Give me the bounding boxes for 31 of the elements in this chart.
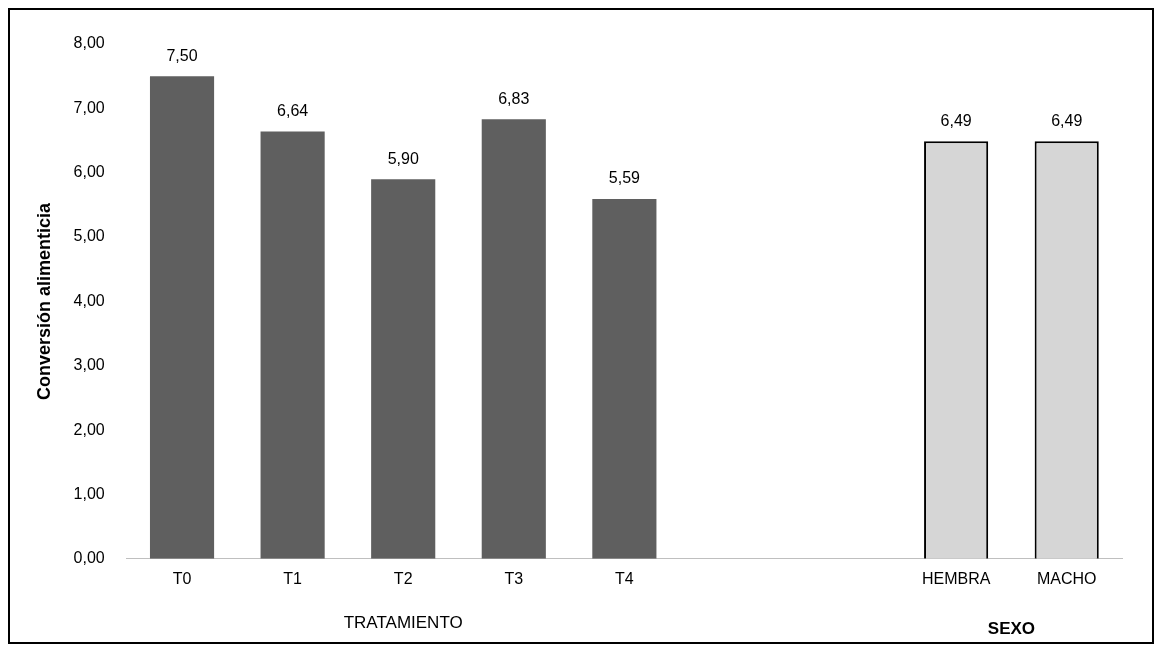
y-tick-label: 1,00 [73,484,105,502]
data-label: 5,59 [608,169,641,187]
data-label: 6,49 [940,111,972,129]
data-label: 5,90 [387,149,419,167]
data-label: 6,83 [498,89,530,107]
text: SEXO [987,618,1036,638]
data-label: 6,49 [1051,111,1083,129]
x-tick-label: T2 [393,569,413,587]
bar [371,179,436,559]
data-label: 7,50 [166,46,198,64]
data-label: 6,64 [277,101,309,119]
y-tick-label: 4,00 [73,291,105,309]
bar [481,119,546,559]
y-tick-label: 5,00 [73,227,105,245]
x-tick-label: T1 [283,569,303,587]
bar [592,199,657,559]
y-tick-label: 7,00 [73,98,105,116]
x-tick-label: T0 [172,569,192,587]
y-tick-label: 8,00 [73,34,105,52]
bar [260,131,325,559]
x-tick-label: T3 [504,569,524,587]
bar [149,76,215,559]
y-tick-label: 3,00 [73,356,105,374]
y-tick-label: 0,00 [73,549,105,567]
y-tick-label: 2,00 [73,420,105,438]
y-axis-title: Conversión alimenticia [33,201,54,400]
y-tick-label: 6,00 [73,163,105,181]
text: TRATAMIENTO [343,612,463,632]
x-tick-label: HEMBRA [921,569,991,587]
x-tick-label: MACHO [1036,569,1097,587]
x-tick-label: T4 [615,569,634,587]
